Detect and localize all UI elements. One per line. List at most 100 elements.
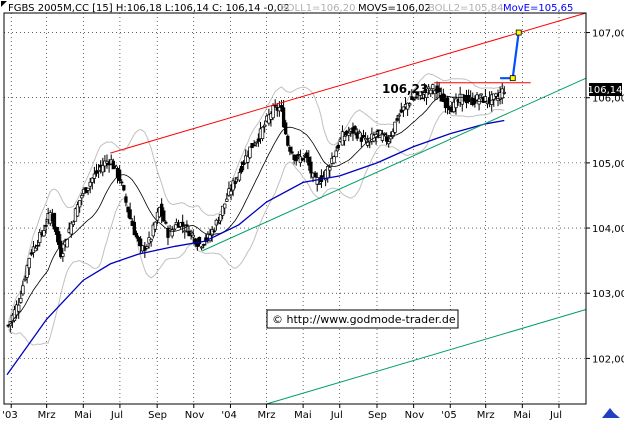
candle-body bbox=[170, 229, 174, 237]
candle-body bbox=[71, 221, 76, 226]
candle-body bbox=[382, 132, 387, 135]
candle-body bbox=[414, 96, 418, 99]
movs-line bbox=[7, 95, 505, 327]
candle-body bbox=[347, 132, 351, 136]
chart-scroll-icon[interactable] bbox=[596, 405, 622, 423]
x-tick-label: Nov bbox=[405, 410, 425, 421]
candle-body bbox=[391, 131, 395, 137]
candle-body bbox=[277, 107, 282, 112]
candle-body bbox=[485, 102, 490, 105]
watermark: © http://www.godmode-trader.de bbox=[266, 309, 459, 329]
candle-body bbox=[254, 141, 258, 144]
candle-body bbox=[502, 92, 506, 94]
x-tick-label: Mrz bbox=[257, 410, 275, 421]
candle-body bbox=[59, 240, 63, 258]
candle-body bbox=[210, 229, 214, 236]
candle-body bbox=[441, 93, 446, 102]
candle-body bbox=[223, 203, 227, 209]
candle-body bbox=[429, 89, 433, 95]
candle-body bbox=[237, 172, 242, 181]
header-boll1: BOLL1=106,20 bbox=[280, 3, 355, 14]
candle-body bbox=[328, 167, 332, 171]
x-tick-label: Jul bbox=[330, 410, 343, 421]
chart-header: FGBS 2005M,CC [15] H:106,18 L:106,14 C: … bbox=[8, 3, 573, 14]
candle-body bbox=[132, 221, 136, 236]
peak-label: 106,23 bbox=[382, 82, 428, 96]
candle-body bbox=[57, 231, 61, 245]
watermark-text: © http://www.godmode-trader.de bbox=[272, 313, 456, 326]
x-tick-label: Mrz bbox=[38, 410, 56, 421]
candle-body bbox=[397, 114, 401, 117]
candle-body bbox=[353, 126, 357, 130]
candle-body bbox=[218, 214, 223, 222]
candle-body bbox=[424, 92, 429, 99]
candle-body bbox=[246, 156, 250, 163]
candle-body bbox=[80, 195, 84, 199]
candle-body bbox=[263, 124, 267, 128]
candle-body bbox=[361, 134, 366, 138]
candle-body bbox=[252, 144, 256, 147]
candle-body bbox=[29, 252, 33, 255]
candle-body bbox=[445, 97, 450, 108]
x-tick-label: '05 bbox=[441, 410, 456, 421]
candle-body bbox=[279, 105, 284, 108]
candle-body bbox=[271, 105, 275, 119]
candle-body bbox=[437, 87, 441, 93]
candle-body bbox=[315, 177, 319, 185]
candle-body bbox=[405, 102, 410, 110]
candle-body bbox=[96, 169, 101, 172]
watermark-box bbox=[266, 309, 459, 329]
x-tick-label: Mai bbox=[294, 410, 312, 421]
candle-body bbox=[42, 230, 46, 237]
green-trendline bbox=[266, 309, 587, 405]
candle-body bbox=[187, 230, 191, 237]
candle-body bbox=[17, 304, 21, 312]
candle-body bbox=[33, 247, 38, 252]
scroll-arrow-icon[interactable] bbox=[602, 408, 620, 418]
candle-body bbox=[479, 93, 483, 96]
candle-body bbox=[149, 238, 153, 242]
candle-body bbox=[197, 236, 202, 245]
candle-body bbox=[92, 173, 97, 179]
candle-body bbox=[239, 165, 244, 173]
candle-body bbox=[122, 185, 126, 191]
candle-body bbox=[75, 204, 80, 217]
candle-body bbox=[19, 297, 23, 303]
candle-body bbox=[189, 231, 193, 234]
candle-body bbox=[494, 93, 498, 97]
candle-body bbox=[334, 150, 338, 158]
x-tick-label: Nov bbox=[185, 410, 205, 421]
candle-body bbox=[61, 253, 65, 257]
candle-body bbox=[300, 158, 305, 161]
header-movs: MOVS=106,02 bbox=[358, 3, 431, 14]
candle-body bbox=[475, 94, 479, 101]
candle-body bbox=[248, 146, 252, 159]
y-tick-label: 107,00 bbox=[592, 29, 624, 40]
green-trendline bbox=[201, 77, 587, 252]
candle-body bbox=[363, 138, 368, 141]
candle-body bbox=[183, 230, 187, 233]
candle-body bbox=[202, 244, 206, 246]
candle-body bbox=[426, 86, 431, 89]
candle-body bbox=[27, 257, 31, 269]
x-tick-label: '03 bbox=[2, 410, 17, 421]
bollinger-lower-line bbox=[7, 108, 505, 346]
candle-body bbox=[44, 225, 48, 227]
candle-body bbox=[35, 244, 40, 247]
candle-body bbox=[88, 181, 92, 187]
x-tick-label: Mai bbox=[513, 410, 531, 421]
candle-body bbox=[332, 156, 336, 164]
candle-body bbox=[101, 165, 105, 173]
candle-body bbox=[296, 153, 300, 156]
candle-body bbox=[399, 109, 403, 113]
candle-body bbox=[387, 141, 391, 145]
red-trendline bbox=[110, 12, 587, 154]
candle-body bbox=[431, 84, 435, 89]
candle-body bbox=[160, 203, 164, 217]
candle-body bbox=[418, 91, 422, 96]
candle-body bbox=[153, 221, 158, 230]
corner-marker-icon bbox=[1, 1, 7, 7]
y-tick-label: 105,00 bbox=[592, 159, 624, 170]
